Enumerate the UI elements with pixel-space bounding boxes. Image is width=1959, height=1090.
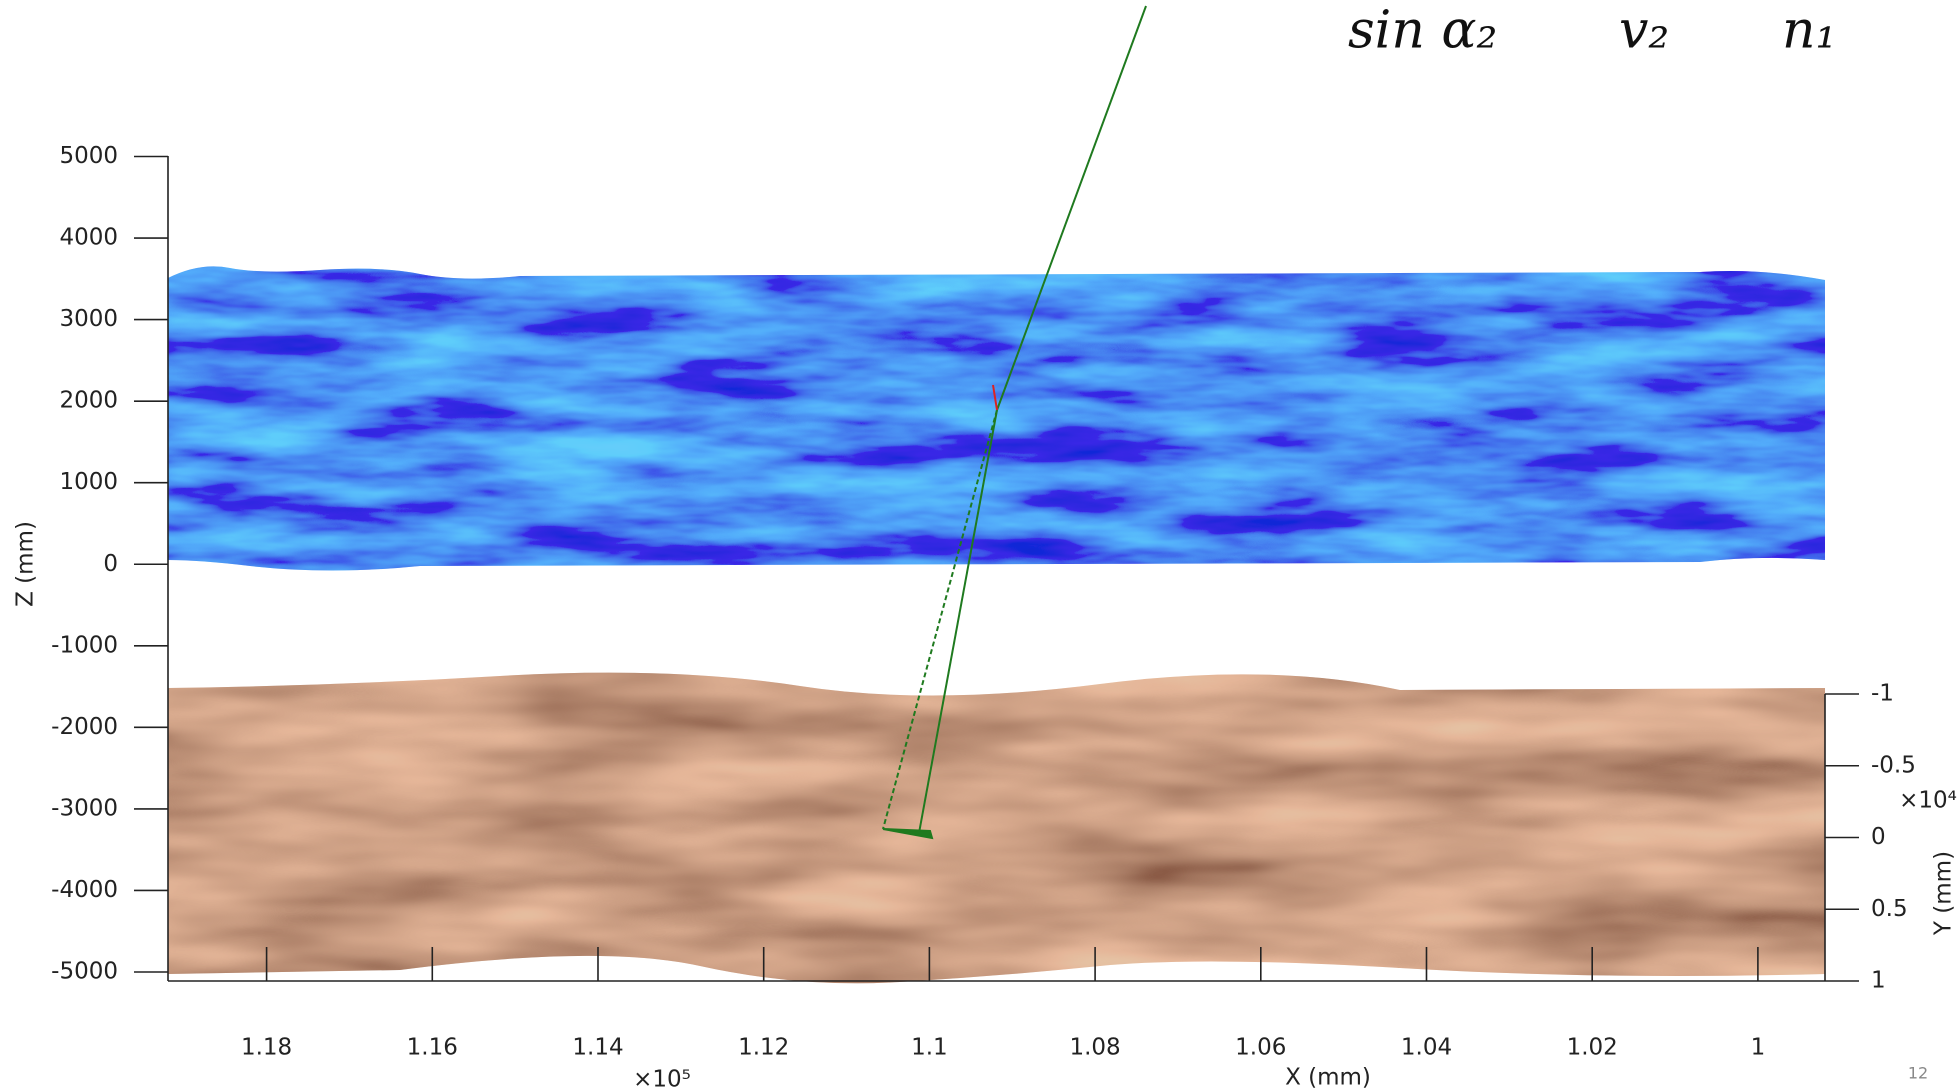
formula-term: sin α₂	[1348, 1, 1497, 61]
z-tick-label: -1000	[51, 632, 118, 658]
y-tick-label: 0.5	[1871, 896, 1908, 922]
y-tick-label: 1	[1871, 968, 1886, 994]
y-exponent: ×10⁴	[1899, 788, 1957, 814]
upper-surface	[168, 250, 1828, 590]
lower-surface	[168, 670, 1828, 990]
formula-term: v₂	[1619, 1, 1669, 61]
x-exponent: ×10⁵	[633, 1067, 691, 1090]
z-tick-label: 0	[103, 551, 118, 577]
z-tick-label: -3000	[51, 795, 118, 821]
x-tick-label: 1.04	[1401, 1035, 1452, 1061]
z-tick-label: -4000	[51, 877, 118, 903]
y-tick-label: 0	[1871, 824, 1886, 850]
x-tick-label: 1.1	[911, 1035, 948, 1061]
slide: sin α₂ v₂ n₁ X (mm) ×10⁵ ×10⁴ Z (mm) Y (…	[0, 0, 1959, 1090]
x-tick-label: 1.16	[407, 1035, 458, 1061]
y-axis-label: Y (mm)	[1931, 851, 1957, 936]
z-tick-label: 4000	[59, 225, 118, 251]
z-tick-label: -2000	[51, 714, 118, 740]
z-tick-label: 1000	[59, 469, 118, 495]
page-number: 12	[1908, 1064, 1928, 1083]
z-tick-label: 2000	[59, 388, 118, 414]
x-tick-label: 1	[1751, 1035, 1766, 1061]
x-tick-label: 1.14	[572, 1035, 623, 1061]
x-tick-label: 1.18	[241, 1035, 292, 1061]
z-tick-label: 5000	[59, 143, 118, 169]
z-tick-label: 3000	[59, 306, 118, 332]
x-tick-label: 1.06	[1235, 1035, 1286, 1061]
formula-term: n₁	[1782, 1, 1836, 61]
y-tick-label: -0.5	[1871, 752, 1916, 778]
y-tick-label: -1	[1871, 681, 1894, 707]
x-axis-label: X (mm)	[1285, 1065, 1371, 1090]
x-tick-label: 1.08	[1069, 1035, 1120, 1061]
x-tick-label: 1.02	[1567, 1035, 1618, 1061]
z-tick-label: -5000	[51, 959, 118, 985]
x-tick-label: 1.12	[738, 1035, 789, 1061]
z-axis-label: Z (mm)	[13, 521, 39, 607]
